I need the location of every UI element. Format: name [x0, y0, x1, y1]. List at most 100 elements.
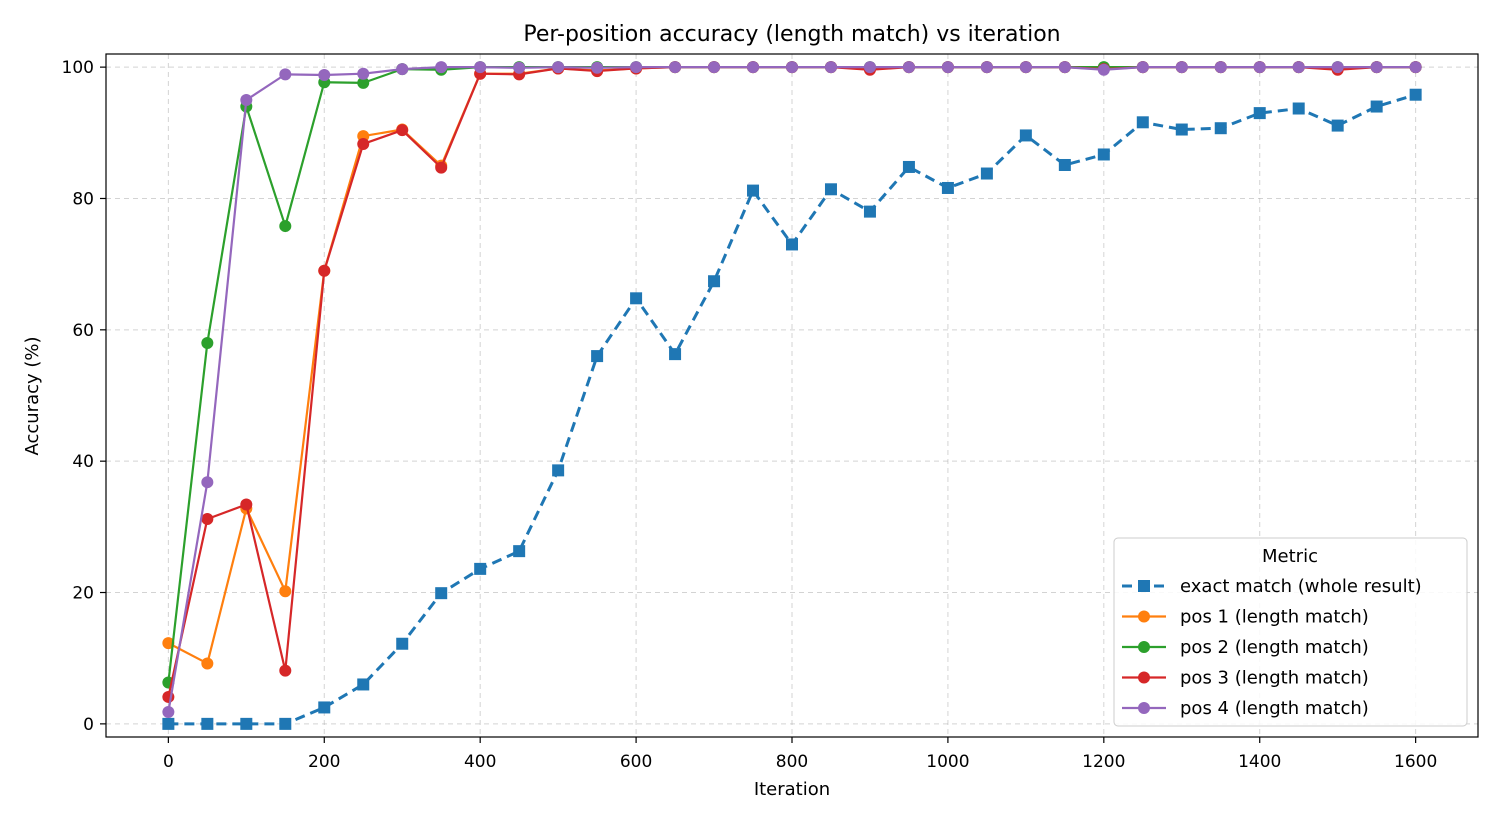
y-axis-title: Accuracy (%): [22, 336, 43, 455]
data-point: [669, 348, 682, 361]
data-point: [630, 292, 643, 305]
data-point: [1097, 148, 1110, 161]
data-point: [396, 637, 409, 650]
data-point: [591, 350, 604, 363]
y-tick-label: 0: [83, 715, 94, 735]
data-point: [552, 61, 565, 74]
data-point: [1331, 119, 1344, 132]
axis-ticks: 0 200 400 600 800 1000 1200 1400 1600 0 20 40 60 80 10…: [62, 58, 1438, 772]
legend-label: pos 4 (length match): [1180, 698, 1369, 719]
data-point: [201, 657, 214, 670]
data-point: [863, 61, 876, 74]
series-1: [162, 88, 1422, 730]
data-point: [474, 61, 487, 74]
data-point: [1058, 158, 1071, 171]
data-point: [1136, 116, 1149, 129]
data-point: [1019, 61, 1032, 74]
data-point: [630, 61, 643, 74]
legend-item: exact match (whole result): [1122, 576, 1422, 597]
data-point: [824, 61, 837, 74]
data-point: [201, 512, 214, 525]
x-tick-label: 1000: [926, 752, 969, 772]
data-point: [396, 124, 409, 137]
data-point: [396, 63, 409, 76]
x-tick-label: 600: [620, 752, 652, 772]
legend-box: [1113, 537, 1468, 727]
data-point: [980, 61, 993, 74]
data-point: [240, 93, 253, 106]
x-tick-label: 400: [464, 752, 496, 772]
data-point: [1136, 61, 1149, 74]
data-point: [201, 476, 214, 489]
legend-item: pos 1 (length match): [1122, 607, 1369, 628]
data-point: [1019, 129, 1032, 142]
data-point: [318, 264, 331, 277]
data-point: [1097, 63, 1110, 76]
data-point: [357, 137, 370, 150]
legend-items: exact match (whole result) pos 1 (length …: [1122, 576, 1422, 719]
legend-swatch-marker: [1138, 671, 1150, 684]
data-point: [669, 61, 682, 74]
legend-title: Metric: [1262, 546, 1318, 567]
legend-label: pos 2 (length match): [1180, 637, 1369, 658]
data-point: [435, 61, 448, 74]
data-point: [1331, 61, 1344, 74]
data-point: [279, 717, 292, 730]
legend-swatch-marker: [1138, 610, 1150, 623]
series-layer: [162, 61, 1422, 730]
data-point: [591, 61, 604, 74]
data-point: [708, 61, 721, 74]
data-point: [279, 68, 292, 81]
x-tick-label: 0: [163, 752, 174, 772]
x-tick-label: 1200: [1082, 752, 1125, 772]
data-point: [357, 678, 370, 691]
data-point: [1175, 123, 1188, 136]
chart-title: Per-position accuracy (length match) vs …: [523, 22, 1060, 47]
data-point: [201, 336, 214, 349]
data-point: [708, 275, 721, 288]
data-point: [318, 69, 331, 82]
data-point: [162, 706, 175, 719]
y-tick-label: 100: [62, 58, 94, 78]
data-point: [357, 67, 370, 80]
legend-item: pos 4 (length match): [1122, 698, 1369, 719]
data-point: [240, 717, 253, 730]
data-point: [1214, 61, 1227, 74]
legend-item: pos 3 (length match): [1122, 668, 1369, 689]
data-point: [980, 167, 993, 180]
data-point: [824, 183, 837, 196]
data-point: [435, 587, 448, 600]
plot-frame: [105, 53, 1479, 738]
x-tick-label: 200: [308, 752, 340, 772]
data-point: [941, 181, 954, 194]
x-axis-title: Iteration: [754, 779, 830, 800]
data-point: [902, 160, 915, 173]
y-tick-label: 80: [72, 189, 94, 209]
data-point: [1214, 122, 1227, 135]
data-point: [747, 61, 760, 74]
legend-swatch-marker: [1138, 641, 1150, 653]
data-point: [1175, 61, 1188, 74]
data-point: [941, 61, 954, 74]
y-tick-label: 40: [72, 452, 94, 472]
data-point: [162, 717, 175, 730]
data-point: [1253, 61, 1266, 74]
data-point: [318, 701, 331, 714]
legend: Metric exact match (whole result) pos 1 (…: [1113, 537, 1468, 727]
data-point: [162, 637, 175, 650]
legend-swatch-marker: [1138, 702, 1150, 714]
data-point: [279, 664, 292, 677]
data-point: [1370, 61, 1383, 74]
data-point: [552, 464, 565, 477]
legend-swatch-marker: [1138, 580, 1150, 592]
y-tick-label: 60: [72, 321, 94, 341]
data-point: [786, 238, 798, 251]
data-point: [435, 161, 448, 174]
data-point: [1370, 100, 1383, 113]
data-point: [201, 717, 214, 730]
data-point: [513, 61, 526, 74]
data-point: [1292, 102, 1305, 115]
series-5: [162, 61, 1422, 719]
y-tick-label: 20: [72, 584, 94, 604]
